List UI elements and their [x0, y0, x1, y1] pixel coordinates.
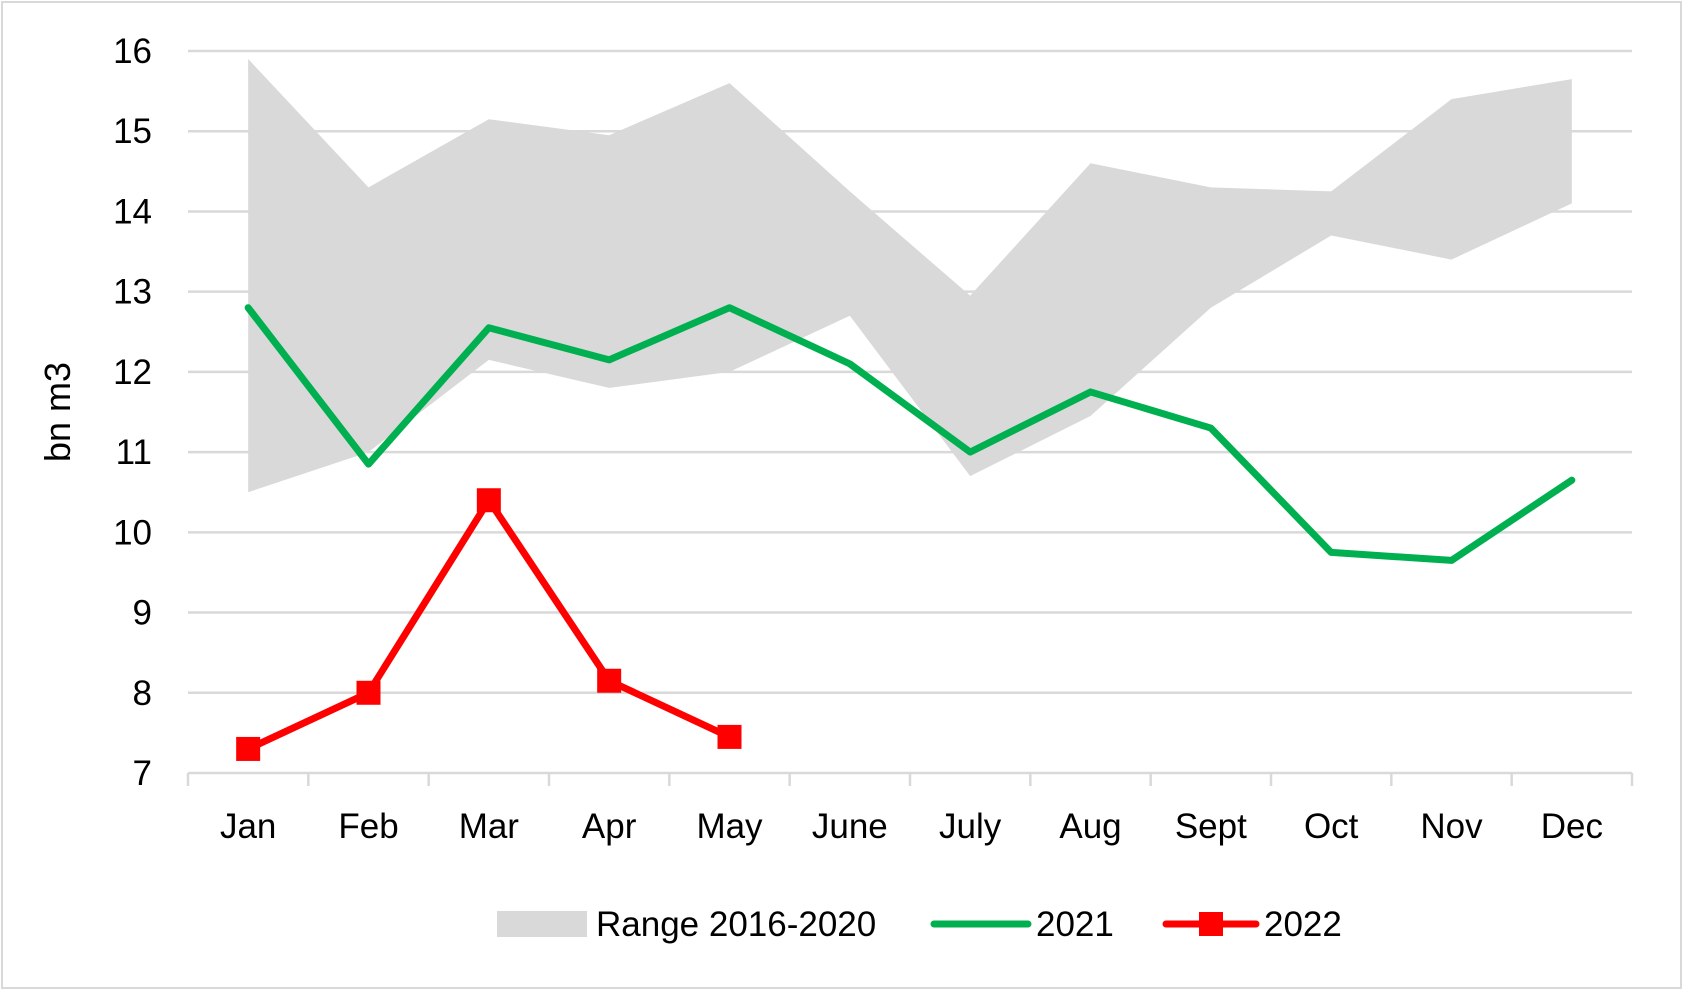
x-tick-label: Aug	[1059, 807, 1121, 846]
legend: Range 2016-2020 2021 2022	[497, 905, 1342, 944]
y-tick-label: 14	[113, 192, 152, 231]
x-tick-label: June	[812, 807, 888, 846]
legend-label-range: Range 2016-2020	[596, 905, 876, 944]
data-point-2022	[717, 724, 742, 749]
y-tick-label: 7	[133, 754, 152, 793]
data-point-2022	[597, 668, 622, 693]
y-tick-label: 15	[113, 112, 152, 151]
y-axis-label: bn m3	[37, 362, 78, 462]
x-tick-label: Nov	[1420, 807, 1483, 846]
x-tick-label: Dec	[1541, 807, 1603, 846]
data-point-2022	[356, 680, 381, 705]
x-tick-label: Jan	[220, 807, 276, 846]
x-tick-label: Mar	[459, 807, 520, 846]
y-tick-label: 8	[133, 674, 152, 713]
x-tick-label: Sept	[1175, 807, 1247, 846]
legend-label-2022: 2022	[1264, 905, 1342, 944]
x-tick-labels: Jan Feb Mar Apr May June July Aug Sept Oct Nov Dec	[220, 807, 1603, 846]
series-line-2021	[244, 304, 1576, 564]
x-tick-label: May	[696, 807, 763, 846]
x-tick-label: Feb	[338, 807, 398, 846]
y-tick-label: 11	[116, 433, 152, 472]
y-tick-label: 16	[113, 32, 152, 71]
range-area	[248, 59, 1572, 493]
y-tick-label: 13	[113, 273, 152, 312]
series-lines	[236, 304, 1576, 761]
x-tick-label: Oct	[1304, 807, 1359, 846]
series-line-2022	[244, 496, 733, 753]
legend-label-2021: 2021	[1036, 905, 1114, 944]
data-point-2022	[236, 736, 261, 761]
legend-swatch-range	[497, 911, 587, 937]
range-band	[248, 59, 1572, 493]
x-tick-label: Apr	[582, 807, 637, 846]
y-tick-label: 12	[113, 353, 152, 392]
x-tick-label: July	[939, 807, 1002, 846]
y-tick-labels: 7 8 9 10 11 12 13 14 15 16	[113, 32, 152, 793]
data-point-2022	[476, 488, 501, 513]
y-tick-label: 9	[133, 594, 152, 633]
x-axis	[186, 771, 1634, 786]
legend-marker-2022	[1199, 912, 1223, 936]
y-tick-label: 10	[113, 513, 152, 552]
